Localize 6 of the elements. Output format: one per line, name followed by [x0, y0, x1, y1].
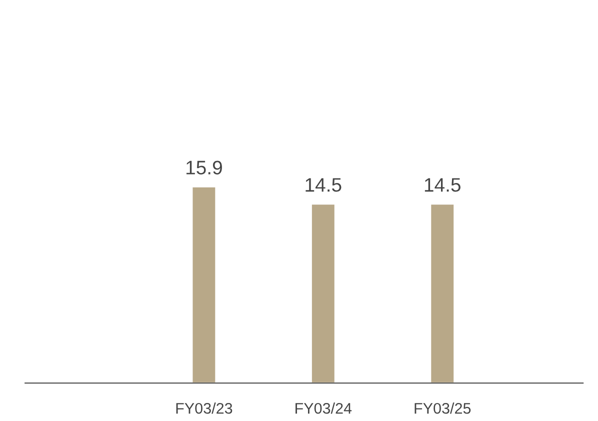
- data-label: 15.9: [186, 160, 222, 174]
- data-label: 14.5: [306, 178, 342, 192]
- data-label: 14.5: [424, 178, 460, 192]
- x-tick-label: FY03/24: [296, 402, 352, 414]
- x-tick-label: FY03/25: [414, 402, 471, 414]
- x-tick-label: FY03/23: [176, 402, 232, 414]
